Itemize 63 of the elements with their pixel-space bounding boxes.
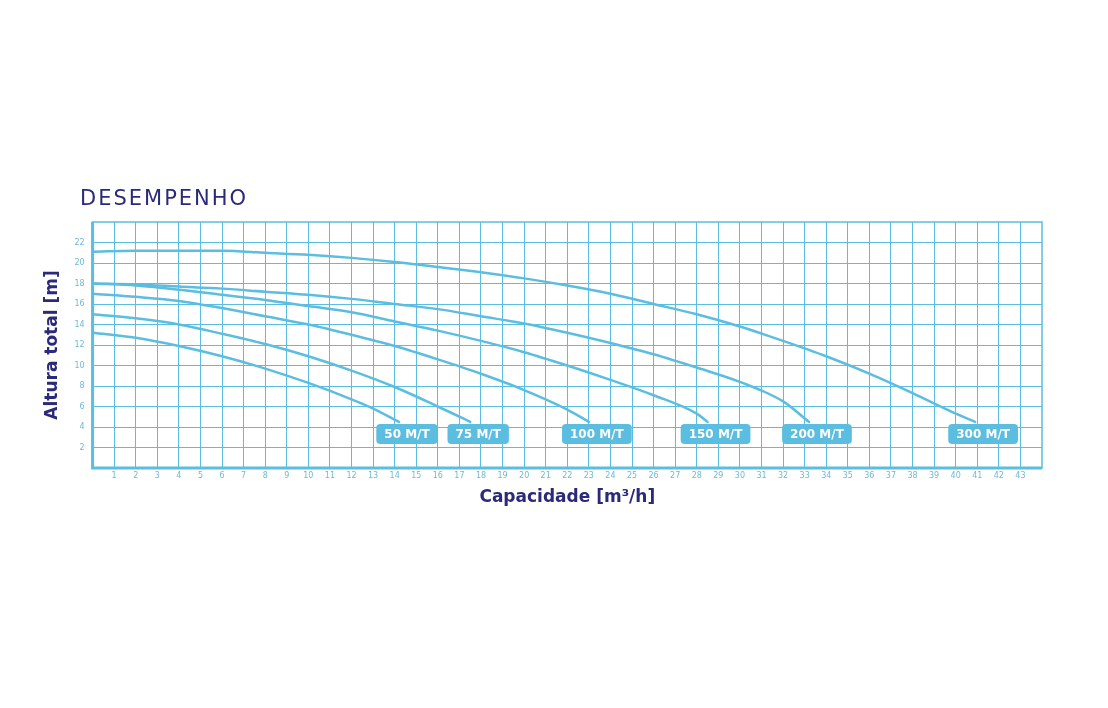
- x-tick-label: 32: [777, 470, 789, 480]
- chart-title: DESEMPENHO: [80, 186, 249, 210]
- x-tick-label: 30: [734, 470, 746, 480]
- x-tick-label: 21: [540, 470, 551, 480]
- series-label: 300 M/T: [956, 427, 1011, 441]
- x-tick-label: 41: [972, 470, 983, 480]
- x-tick-label: 27: [670, 470, 681, 480]
- x-tick-label: 35: [842, 470, 853, 480]
- x-tick-label: 42: [993, 470, 1004, 480]
- x-tick-label: 8: [262, 470, 268, 480]
- x-tick-label: 37: [885, 470, 897, 480]
- x-tick-label: 33: [799, 470, 810, 480]
- x-tick-label: 19: [497, 470, 508, 480]
- x-tick-label: 5: [197, 470, 204, 480]
- series-label: 50 M/T: [384, 427, 431, 441]
- x-tick-label: 16: [432, 470, 443, 480]
- x-tick-label: 25: [626, 470, 638, 480]
- x-tick-label: 11: [324, 470, 336, 480]
- y-axis-title: Altura total [m]: [40, 270, 61, 420]
- x-tick-label: 12: [346, 470, 357, 480]
- x-axis-title: Capacidade [m³/h]: [479, 486, 656, 507]
- series-label: 150 M/T: [688, 427, 744, 441]
- x-tick-label: 26: [648, 470, 659, 480]
- x-tick-label: 28: [691, 470, 702, 480]
- series-label: 75 M/T: [455, 427, 502, 441]
- x-tick-label: 9: [284, 470, 290, 480]
- x-tick-label: 34: [821, 470, 832, 480]
- x-tick-label: 20: [519, 470, 530, 480]
- x-tick-label: 1: [111, 470, 117, 480]
- y-tick-label: 2: [79, 442, 85, 452]
- y-tick-label: 10: [74, 360, 85, 370]
- x-tick-label: 24: [605, 470, 616, 480]
- series-label: 100 M/T: [569, 427, 625, 441]
- x-tick-label: 17: [454, 470, 465, 480]
- x-tick-label: 7: [241, 470, 247, 480]
- y-tick-label: 4: [79, 422, 85, 432]
- x-tick-label: 18: [475, 470, 487, 480]
- x-tick-label: 10: [303, 470, 314, 480]
- y-tick-label: 22: [74, 237, 85, 247]
- x-tick-label: 6: [219, 470, 225, 480]
- x-tick-label: 36: [864, 470, 875, 480]
- x-tick-label: 15: [411, 470, 422, 480]
- y-tick-label: 16: [74, 299, 85, 309]
- x-tick-label: 23: [583, 470, 594, 480]
- x-tick-label: 40: [950, 470, 961, 480]
- y-tick-label: 18: [74, 278, 85, 288]
- x-tick-label: 14: [389, 470, 400, 480]
- x-tick-label: 43: [1015, 470, 1026, 480]
- x-tick-label: 3: [154, 470, 160, 480]
- y-tick-label: 20: [74, 258, 85, 268]
- y-tick-label: 12: [74, 340, 85, 350]
- x-tick-label: 38: [907, 470, 918, 480]
- x-tick-label: 4: [176, 470, 182, 480]
- y-tick-label: 8: [79, 381, 85, 391]
- series-label: 200 M/T: [790, 427, 845, 441]
- x-tick-label: 31: [756, 470, 767, 480]
- y-tick-label: 14: [74, 319, 85, 329]
- x-tick-label: 13: [368, 470, 379, 480]
- x-tick-label: 22: [562, 470, 573, 480]
- y-tick-label: 6: [79, 401, 85, 411]
- x-tick-label: 29: [713, 470, 724, 480]
- x-tick-label: 2: [133, 470, 139, 480]
- x-tick-label: 39: [929, 470, 940, 480]
